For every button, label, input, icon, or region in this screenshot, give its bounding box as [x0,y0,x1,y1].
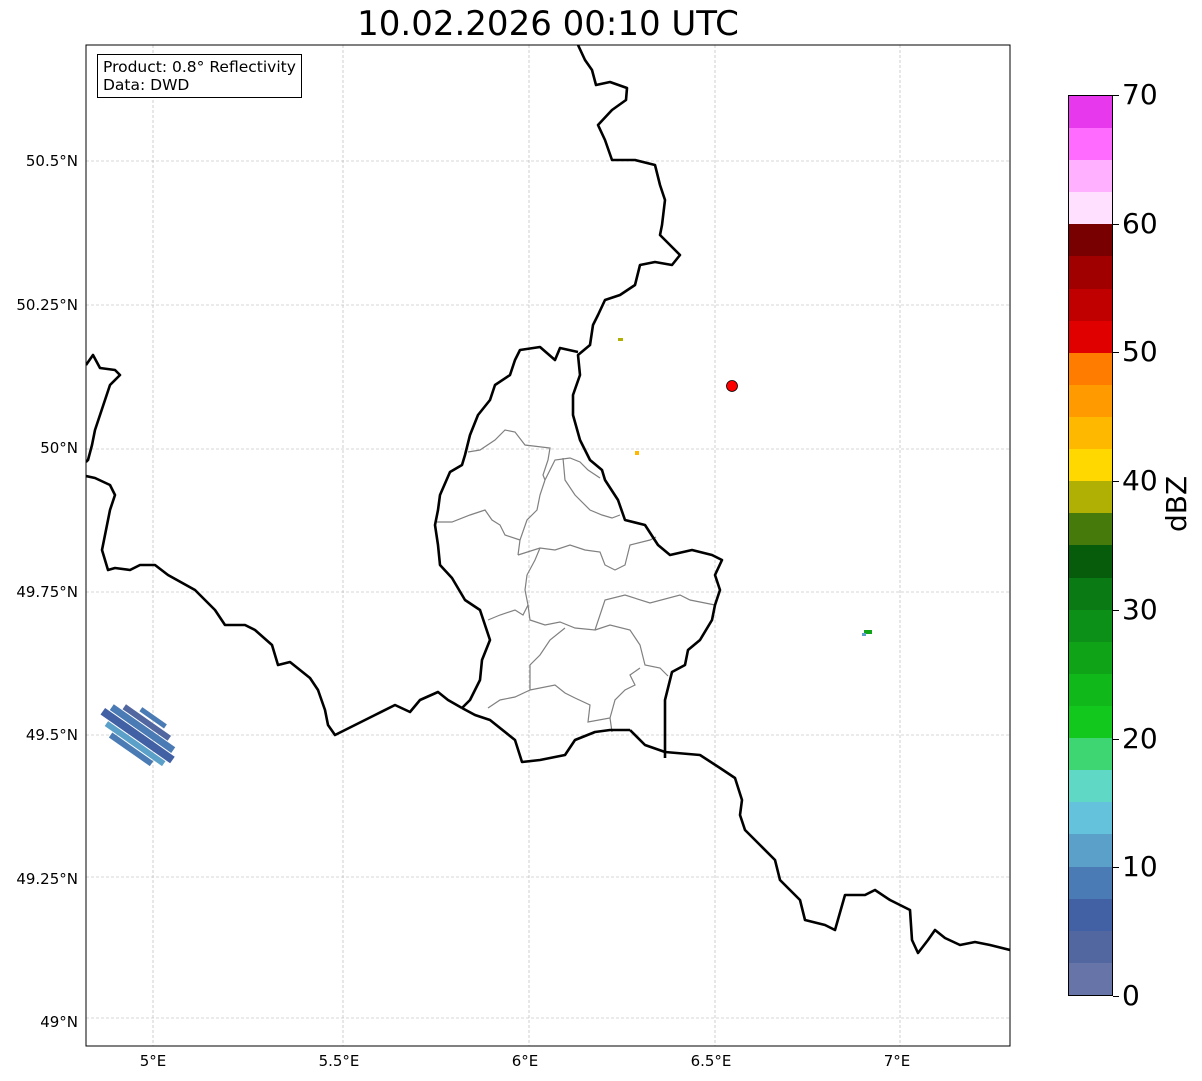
lat-tick-label: 50.5°N [25,152,78,170]
lon-tick-label: 6°E [511,1052,539,1070]
colorbar-label: dBZ [1160,475,1193,532]
colorbar-tick [1113,867,1119,869]
info-box: Product: 0.8° Reflectivity Data: DWD [97,54,302,98]
radar-site-marker [726,380,738,392]
radar-echoes [100,338,872,767]
lon-tick-label: 7°E [883,1052,911,1070]
gridlines [86,45,1010,1046]
colorbar-band [1069,513,1112,546]
map-title: 10.02.2026 00:10 UTC [357,4,739,44]
colorbar-tick [1113,352,1119,354]
colorbar-band [1069,545,1112,578]
product-label: Product: 0.8° Reflectivity [103,58,296,76]
lat-tick-label: 49.25°N [16,869,78,888]
colorbar-band [1069,160,1112,193]
colorbar-tick-label: 50 [1122,335,1158,369]
colorbar-band [1069,417,1112,450]
colorbar-band [1069,641,1112,674]
colorbar-band [1069,481,1112,514]
colorbar-band [1069,609,1112,642]
colorbar-tick-label: 60 [1122,206,1158,240]
colorbar-tick-label: 40 [1122,464,1158,498]
lat-tick-label: 50.25°N [16,295,78,314]
colorbar-band [1069,738,1112,771]
colorbar-tick-label: 20 [1122,721,1158,755]
colorbar-tick [1113,481,1119,483]
colorbar-tick [1113,609,1119,611]
colorbar-band [1069,898,1112,931]
colorbar-tick-label: 10 [1122,850,1158,884]
colorbar-tick [1113,996,1119,997]
colorbar-band [1069,320,1112,353]
colorbar-band [1069,224,1112,257]
data-source-label: Data: DWD [103,76,190,94]
colorbar-band [1069,706,1112,739]
colorbar-band [1069,352,1112,385]
colorbar-tick-label: 70 [1122,78,1158,111]
colorbar-tick [1113,95,1119,96]
colorbar-band [1069,866,1112,899]
lon-tick-label: 5°E [139,1052,167,1070]
colorbar-band [1069,770,1112,803]
lat-tick-label: 49.5°N [25,726,78,744]
colorbar [1068,95,1113,996]
colorbar-tick [1113,223,1119,225]
colorbar-band [1069,962,1112,995]
colorbar-band [1069,449,1112,482]
colorbar-band [1069,256,1112,289]
lat-tick-label: 49.75°N [16,582,78,601]
lon-tick-label: 6.5°E [690,1052,732,1070]
colorbar-band [1069,577,1112,610]
lat-tick-label: 50°N [40,439,78,457]
colorbar-band [1069,95,1112,129]
plot-frame [85,44,1011,1047]
lat-tick-label: 49°N [40,1013,78,1031]
colorbar-band [1069,834,1112,867]
lon-tick-label: 5.5°E [318,1052,360,1070]
country-borders [86,45,1010,955]
colorbar-tick-label: 0 [1122,979,1140,1012]
colorbar-band [1069,128,1112,161]
colorbar-band [1069,384,1112,418]
colorbar-band [1069,802,1112,835]
canton-borders [437,429,716,733]
colorbar-band [1069,192,1112,225]
colorbar-tick-label: 30 [1122,592,1158,626]
colorbar-band [1069,930,1112,963]
colorbar-band [1069,673,1112,707]
colorbar-tick [1113,738,1119,740]
colorbar-band [1069,288,1112,321]
